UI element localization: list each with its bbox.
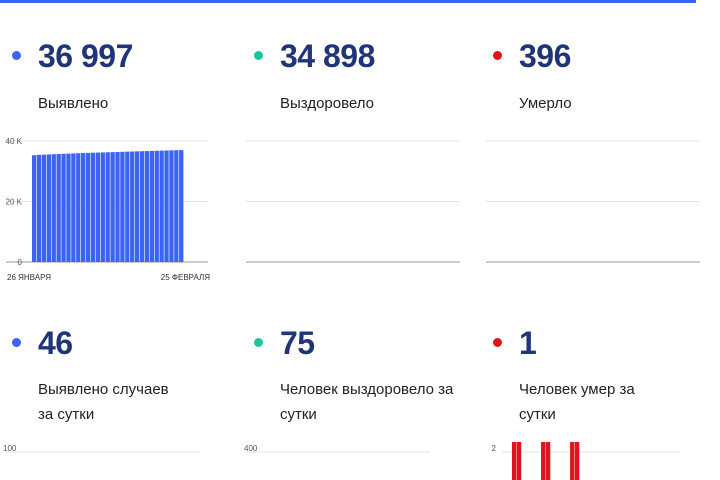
x-end-label: 25 ФЕВРАЛЯ: [161, 273, 210, 282]
x-start-label: 26 ЯНВАРЯ: [7, 273, 51, 282]
bar: [32, 155, 37, 262]
bar: [105, 152, 110, 262]
chart-detected: 0 20 K 40 K 26 ЯНВАРЯ 25 ФЕВРАЛЯ: [6, 137, 211, 282]
bar: [66, 153, 71, 262]
died-day-dot: [493, 338, 502, 347]
detected-day-label: Выявлено случаев за сутки: [38, 381, 169, 423]
bar: [51, 154, 56, 262]
bar: [139, 151, 145, 262]
bar: [541, 442, 546, 480]
bar: [125, 151, 130, 262]
died-label: Умерло: [519, 95, 572, 112]
detected-label: Выявлено: [38, 95, 109, 112]
bar: [154, 150, 159, 262]
bar: [41, 154, 47, 262]
died-day-value: 1: [519, 325, 537, 361]
bar: [61, 153, 66, 262]
bar: [71, 153, 76, 262]
bar: [115, 151, 120, 262]
died-dot: [493, 51, 502, 60]
chart-recovered-day: 400: [244, 444, 430, 453]
top-accent-bar: [0, 0, 696, 3]
y-tick-label: 0: [18, 258, 23, 267]
y-tick-label: 20 K: [6, 198, 23, 207]
bar: [56, 153, 61, 262]
y-tick-label: 400: [244, 444, 258, 453]
bar: [90, 152, 96, 262]
bar: [512, 442, 517, 480]
recovered-value: 34 898: [280, 38, 375, 74]
died-value: 396: [519, 38, 571, 74]
recovered-day-dot: [254, 338, 263, 347]
y-tick-label: 40 K: [6, 137, 23, 146]
detected-day-dot: [12, 338, 21, 347]
detected-dot: [12, 51, 21, 60]
bar: [120, 151, 125, 262]
died-day-label: Человек умер за сутки: [519, 381, 635, 423]
bar: [100, 152, 105, 262]
bar: [159, 150, 164, 262]
bar: [164, 150, 169, 262]
bar: [144, 151, 150, 262]
chart-detected-day: 100: [3, 444, 200, 453]
y-tick-label: 2: [492, 444, 497, 453]
bar: [85, 152, 91, 262]
bar: [174, 150, 179, 262]
bar: [76, 153, 81, 262]
recovered-day-label: Человек выздоровело за сутки: [280, 381, 454, 423]
bar: [516, 442, 522, 480]
bar: [46, 154, 52, 262]
bar: [179, 150, 184, 262]
recovered-label: Выздоровело: [280, 95, 375, 112]
y-tick-label: 100: [3, 444, 17, 453]
bar: [169, 150, 174, 262]
chart-died-day: 2: [492, 442, 680, 480]
bar: [110, 152, 115, 262]
bar: [545, 442, 551, 480]
bar: [570, 442, 575, 480]
bar: [81, 153, 86, 262]
bar: [95, 152, 101, 262]
recovered-day-value: 75: [280, 325, 315, 361]
bar: [36, 154, 42, 262]
bar: [130, 151, 135, 262]
bar: [134, 151, 140, 262]
detected-day-value: 46: [38, 325, 73, 361]
recovered-dot: [254, 51, 263, 60]
bar: [574, 442, 580, 480]
bar: [149, 150, 154, 262]
detected-value: 36 997: [38, 38, 133, 74]
